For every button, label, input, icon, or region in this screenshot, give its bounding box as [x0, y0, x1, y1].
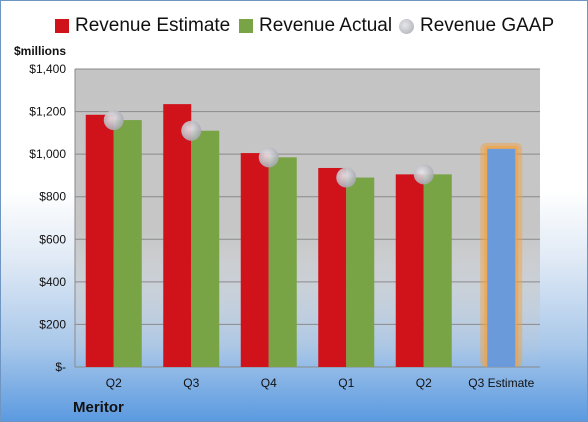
bar-actual — [113, 120, 142, 367]
bar-estimate — [240, 153, 269, 367]
gaap-point — [258, 147, 279, 168]
bar-actual — [346, 177, 375, 367]
bar-estimate — [85, 114, 114, 367]
y-tick-label: $1,200 — [29, 105, 66, 119]
x-tick-label: Q3 Estimate — [468, 376, 534, 390]
bar-actual — [268, 157, 297, 367]
legend-item-gaap: Revenue GAAP — [399, 15, 554, 37]
legend-label-gaap: Revenue GAAP — [420, 15, 555, 36]
x-tick-label: Q4 — [261, 376, 277, 390]
bar-actual — [423, 174, 452, 367]
legend-swatch-estimate — [55, 19, 69, 33]
x-tick-label: Q3 — [183, 376, 199, 390]
bar-estimate — [395, 174, 424, 367]
legend-swatch-actual — [239, 19, 253, 33]
y-tick-label: $1,000 — [29, 147, 66, 161]
gaap-point — [336, 167, 357, 188]
units-label: $millions — [14, 44, 67, 58]
bar-projected — [487, 148, 516, 367]
y-tick-label: $400 — [39, 275, 66, 289]
legend-label-estimate: Revenue Estimate — [75, 15, 231, 36]
legend-swatch-gaap — [399, 18, 414, 34]
y-tick-label: $200 — [39, 317, 66, 331]
bar-estimate — [163, 104, 192, 367]
legend-item-actual: Revenue Actual — [239, 15, 392, 37]
bar-actual — [191, 130, 220, 367]
company-name: Meritor — [73, 399, 124, 416]
x-tick-label: Q1 — [338, 376, 354, 390]
x-tick-label: Q2 — [416, 376, 432, 390]
legend-label-actual: Revenue Actual — [259, 15, 393, 36]
y-tick-label: $- — [55, 360, 66, 374]
gaap-point — [181, 120, 202, 141]
y-tick-label: $800 — [39, 190, 66, 204]
y-tick-label: $600 — [39, 232, 66, 246]
gaap-point — [413, 164, 434, 185]
plot-area — [75, 69, 540, 367]
legend-item-estimate: Revenue Estimate — [55, 15, 230, 37]
gaap-point — [103, 110, 124, 131]
y-tick-label: $1,400 — [29, 62, 66, 76]
legend: Revenue Estimate Revenue Actual Revenue … — [1, 15, 587, 43]
x-tick-label: Q2 — [106, 376, 122, 390]
bar-estimate — [318, 167, 347, 367]
